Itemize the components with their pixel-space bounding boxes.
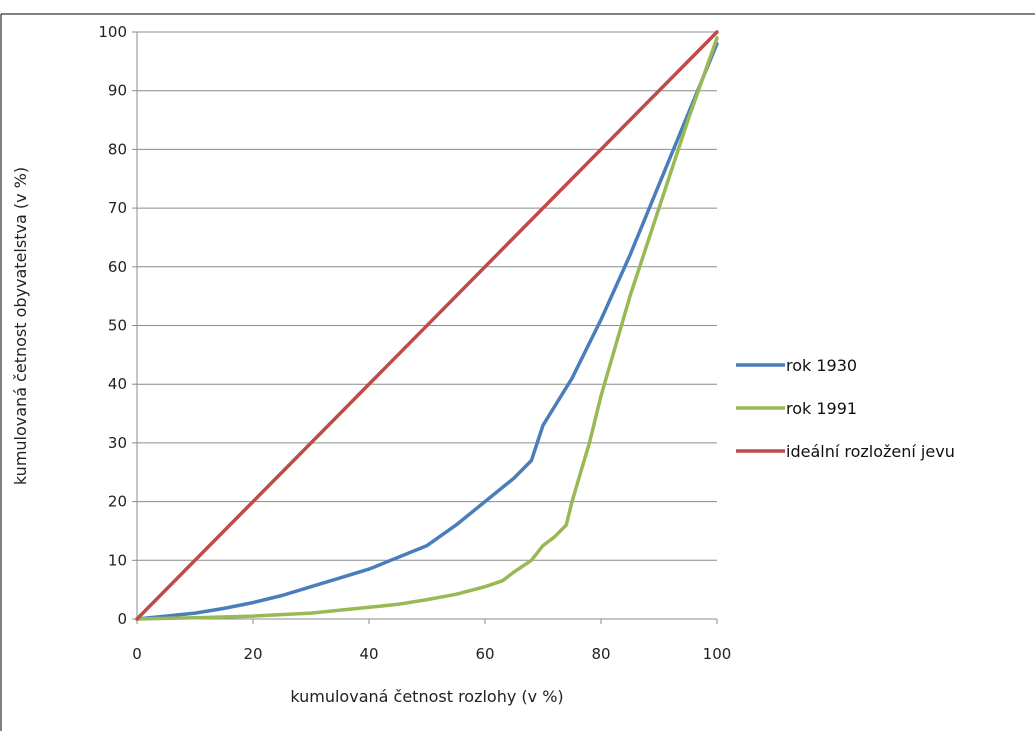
y-tick-label-100: 100 [98,23,127,41]
grid [137,31,717,561]
x-tick-label-20: 20 [243,645,262,663]
legend-label-1: rok 1930 [786,356,857,375]
y-tick-label-70: 70 [108,199,127,217]
y-tick-label-40: 40 [108,375,127,393]
x-axis-ticks: 0 20 40 60 80 100 [132,619,731,663]
series-lines [135,30,719,621]
series-line-2 [135,36,719,621]
legend-label-2: rok 1991 [786,399,857,418]
y-tick-label-90: 90 [108,82,127,100]
y-tick-label-50: 50 [108,317,127,335]
y-tick-label-20: 20 [108,493,127,511]
x-tick-label-40: 40 [359,645,378,663]
y-tick-label-60: 60 [108,258,127,276]
x-tick-label-60: 60 [475,645,494,663]
x-tick-label-100: 100 [703,645,732,663]
x-tick-label-0: 0 [132,645,142,663]
x-axis-title: kumulovaná četnost rozlohy (v %) [290,687,563,706]
x-tick-label-80: 80 [591,645,610,663]
legend-label-3: ideální rozložení jevu [786,442,955,461]
y-tick-label-80: 80 [108,140,127,158]
series-line-3 [135,30,719,621]
y-tick-label-10: 10 [108,551,127,569]
legend: rok 1930 rok 1991 ideální rozložení jevu [736,356,955,461]
series-line-1 [135,41,719,621]
y-tick-label-30: 30 [108,434,127,452]
y-tick-label-0: 0 [117,610,127,628]
y-axis-title: kumulovaná četnost obyvatelstva (v %) [11,167,30,485]
y-axis-ticks: 0 10 20 30 40 50 60 70 80 90 100 [98,23,137,628]
